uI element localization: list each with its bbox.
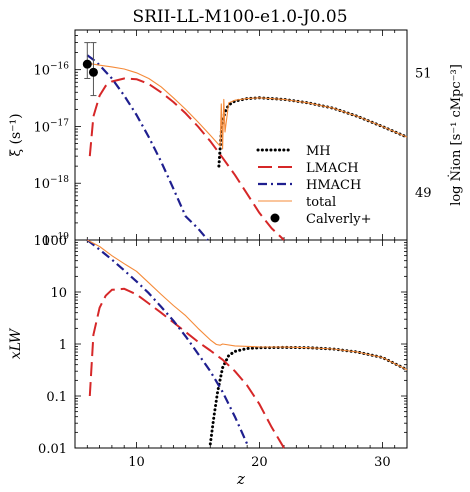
y-tick-label: 10 — [50, 286, 67, 301]
series-total-line — [87, 62, 408, 150]
y-tick-label: 10−16 — [33, 62, 69, 79]
series-total-line — [87, 239, 408, 371]
calverly-point — [88, 67, 98, 77]
x-tick-label: 30 — [374, 455, 391, 470]
x-tick-label: 10 — [128, 455, 145, 470]
series-mh-line — [208, 345, 409, 446]
legend-mh-label: MH — [306, 144, 331, 159]
legend-total-label: total — [306, 195, 336, 210]
series-lmach-line — [88, 77, 285, 241]
bottom-panel-frame — [74, 239, 408, 449]
y-tick-label: 10−17 — [33, 118, 69, 135]
right-y-axis-label: log Ṅion [s⁻¹ cMpc⁻³] — [447, 64, 464, 206]
right-tick-label: 49 — [415, 186, 432, 201]
legend-lmach-label: LMACH — [306, 161, 359, 176]
series-lmach-line — [88, 287, 285, 449]
legend-hmach-label: HMACH — [306, 178, 361, 193]
y-tick-label: 0.1 — [46, 390, 67, 405]
y-tick-label: 100 — [42, 234, 67, 249]
legend-calverly-label: Calverly+ — [306, 212, 372, 227]
y-tick-label: 1 — [59, 338, 67, 353]
legend-calverly-marker — [270, 213, 280, 223]
chart-title: SRII-LL-M100-e1.0-J0.05 — [132, 7, 347, 27]
x-axis-label: z — [236, 470, 245, 488]
y-tick-label: 0.01 — [38, 442, 67, 457]
legend: MH LMACH HMACH total Calverly+ — [256, 144, 372, 227]
y-tick-label: 10−18 — [33, 175, 69, 192]
y-tick-label: 10−19 — [33, 232, 69, 249]
series-hmach-line — [86, 54, 209, 241]
right-tick-label: 51 — [415, 66, 432, 81]
series-hmach-line — [86, 239, 249, 445]
calverly-point — [82, 59, 92, 69]
top-y-axis-label: ξ (s⁻¹) — [8, 113, 24, 156]
top-panel-frame — [74, 29, 408, 241]
x-tick-label: 20 — [251, 455, 268, 470]
bottom-y-axis-label: xLW — [8, 327, 24, 359]
